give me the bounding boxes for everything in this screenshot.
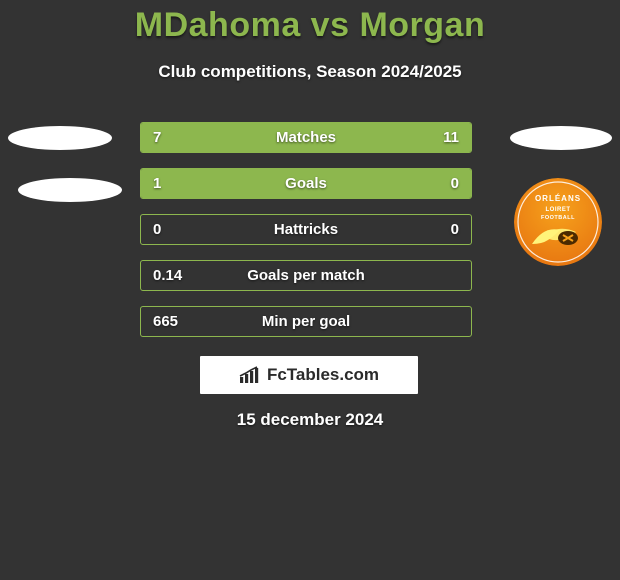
club-logo-orleans: ORLÉANS LOIRET FOOTBALL [514,178,602,266]
stat-value-right: 11 [443,123,459,152]
stat-value-right: 0 [451,215,459,244]
stat-bar: 711Matches [140,122,472,153]
stat-bar: 0.14Goals per match [140,260,472,291]
stat-bar: 0 0Hattricks [140,214,472,245]
stats-container: 711Matches10Goals00Hattricks0.14Goals pe… [140,122,472,352]
stat-label: Hattricks [141,215,471,244]
page-title: MDahoma vs Morgan [0,6,620,45]
stat-label: Goals per match [141,261,471,290]
stat-fill-right [270,123,471,152]
club-logo-svg: ORLÉANS LOIRET FOOTBALL [514,178,602,266]
date-stamp: 15 december 2024 [0,410,620,430]
player-left-logo-placeholder-2 [18,178,122,202]
stat-value-left: 0 [153,215,161,244]
branding-text: FcTables.com [267,365,379,385]
stat-value-left: 7 [153,123,161,152]
stat-value-left: 1 [153,169,161,198]
comparison-card: MDahoma vs Morgan Club competitions, Sea… [0,0,620,580]
stat-fill-right [405,169,471,198]
branding-badge: FcTables.com [200,356,418,394]
svg-text:FOOTBALL: FOOTBALL [541,215,575,221]
stat-value-left: 0.14 [153,261,182,290]
player-left-logo-placeholder-1 [8,126,112,150]
stat-value-left: 665 [153,307,178,336]
stat-bar: 665Min per goal [140,306,472,337]
svg-text:ORLÉANS: ORLÉANS [535,194,581,203]
chart-icon [239,366,261,384]
stat-bar: 10Goals [140,168,472,199]
stat-label: Min per goal [141,307,471,336]
stat-fill-left [141,169,405,198]
subtitle: Club competitions, Season 2024/2025 [0,62,620,82]
svg-text:LOIRET: LOIRET [546,207,571,213]
player-right-logo-placeholder-1 [510,126,612,150]
stat-value-right: 0 [451,169,459,198]
